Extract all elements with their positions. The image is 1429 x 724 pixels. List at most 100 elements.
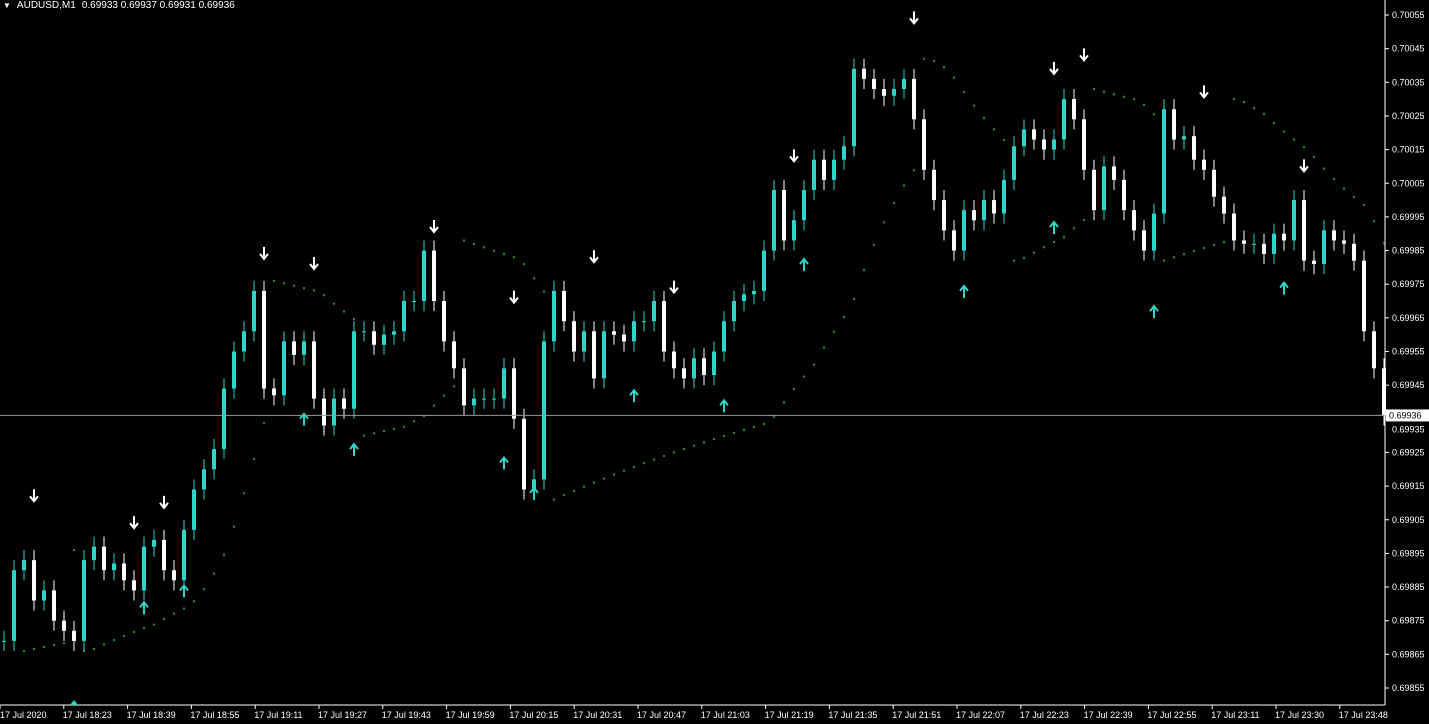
bull-candle: [382, 334, 386, 345]
bull-candle: [22, 560, 26, 571]
price-tick-label: 0.69895: [1392, 548, 1425, 558]
bear-candle: [1312, 260, 1316, 265]
bull-candle: [282, 341, 286, 396]
sell-arrow-icon: [309, 257, 319, 271]
sar-dot: [463, 239, 465, 242]
bull-candle: [2, 640, 6, 642]
sar-dot: [533, 277, 535, 280]
bear-candle: [1212, 169, 1216, 197]
bear-candle: [1172, 109, 1176, 140]
bear-candle: [432, 250, 436, 302]
sell-arrow-icon: [259, 246, 269, 261]
bull-candle: [1292, 200, 1296, 241]
sar-dot: [473, 242, 475, 245]
time-tick-label: 17 Jul 19:27: [318, 710, 367, 720]
sar-dot: [183, 607, 185, 610]
bear-candle: [1262, 243, 1266, 254]
bear-candle: [822, 159, 826, 180]
bear-candle: [702, 358, 706, 376]
time-tick-label: 17 Jul 18:23: [63, 710, 112, 720]
sar-dot: [773, 415, 775, 418]
time-tick-label: 17 Jul 22:39: [1084, 710, 1133, 720]
sar-dot: [553, 498, 555, 501]
bear-candle: [162, 539, 166, 571]
sar-dot: [433, 404, 435, 407]
sar-dot: [593, 481, 595, 484]
sar-dot: [213, 572, 215, 575]
sar-dot: [903, 184, 905, 187]
bull-candle: [792, 220, 796, 241]
sar-dot: [1063, 236, 1065, 239]
sar-dot: [413, 420, 415, 423]
sar-dot: [403, 425, 405, 428]
sar-dot: [1213, 244, 1215, 247]
sar-dot: [1283, 130, 1285, 133]
time-axis[interactable]: 17 Jul 2020 17 Jul 18:23 17 Jul 18:39 17 Ju…: [0, 700, 1388, 720]
bear-candle: [322, 398, 326, 426]
sar-dot: [393, 427, 395, 430]
sar-dot: [1373, 220, 1375, 223]
sar-dot: [693, 444, 695, 447]
time-tick-label: 17 Jul 22:23: [1020, 710, 1069, 720]
bear-candle: [682, 368, 686, 379]
sar-dot: [883, 221, 885, 224]
sar-dot: [1053, 241, 1055, 244]
price-tick-label: 0.69995: [1392, 212, 1425, 222]
sar-dot: [1303, 145, 1305, 148]
sar-dot: [843, 316, 845, 319]
bear-candle: [102, 546, 106, 571]
bear-candle: [1222, 196, 1226, 214]
bear-candle: [622, 334, 626, 342]
bull-candle: [492, 398, 496, 400]
bull-candle: [352, 331, 356, 409]
bull-candle: [962, 210, 966, 251]
sar-dot: [1323, 167, 1325, 170]
bull-candle: [502, 368, 506, 399]
bull-candle: [1062, 99, 1066, 140]
bull-candle: [842, 146, 846, 160]
time-tick-label: 17 Jul 23:30: [1275, 710, 1324, 720]
time-tick-label: 17 Jul 21:35: [828, 710, 877, 720]
sar-dot: [503, 253, 505, 256]
sar-dot: [863, 269, 865, 272]
sar-dot: [173, 612, 175, 615]
bull-candle: [1002, 179, 1006, 214]
sar-dot: [363, 434, 365, 437]
price-axis[interactable]: 0.70055 0.70045 0.70035 0.70025 0.70015 0.700…: [1384, 0, 1429, 705]
price-tick-label: 0.69855: [1392, 683, 1425, 693]
bull-candle: [242, 331, 246, 352]
buy-arrow-icon: [959, 284, 969, 298]
sar-dot: [153, 623, 155, 626]
bull-candle: [692, 358, 696, 379]
chart-menu-triangle-icon[interactable]: ▼: [3, 1, 11, 10]
sar-dot: [143, 627, 145, 630]
sar-dot: [573, 489, 575, 492]
time-tick-label: 17 Jul 19:59: [446, 710, 495, 720]
sar-dot: [853, 297, 855, 300]
time-tick-label: 17 Jul 20:31: [573, 710, 622, 720]
bear-candle: [1092, 169, 1096, 211]
sar-dot: [583, 485, 585, 488]
price-tick-label: 0.69965: [1392, 313, 1425, 323]
bull-candle: [582, 331, 586, 352]
bear-candle: [1032, 129, 1036, 140]
price-tick-label: 0.70035: [1392, 77, 1425, 87]
sar-dot: [743, 428, 745, 431]
bull-candle: [902, 78, 906, 90]
sar-dot: [613, 473, 615, 476]
sar-dot: [343, 310, 345, 313]
sar-dot: [483, 246, 485, 249]
time-tick-label: 17 Jul 21:51: [892, 710, 941, 720]
bear-candle: [272, 388, 276, 396]
bull-candle: [762, 250, 766, 291]
sar-dot: [1183, 253, 1185, 256]
bear-candle: [1122, 179, 1126, 211]
bull-candle: [92, 546, 96, 561]
sar-dot: [453, 385, 455, 388]
sell-arrow-icon: [909, 11, 919, 25]
sar-dot: [923, 57, 925, 60]
sar-dot: [993, 128, 995, 131]
sar-dot: [723, 434, 725, 437]
bear-candle: [1362, 260, 1366, 332]
